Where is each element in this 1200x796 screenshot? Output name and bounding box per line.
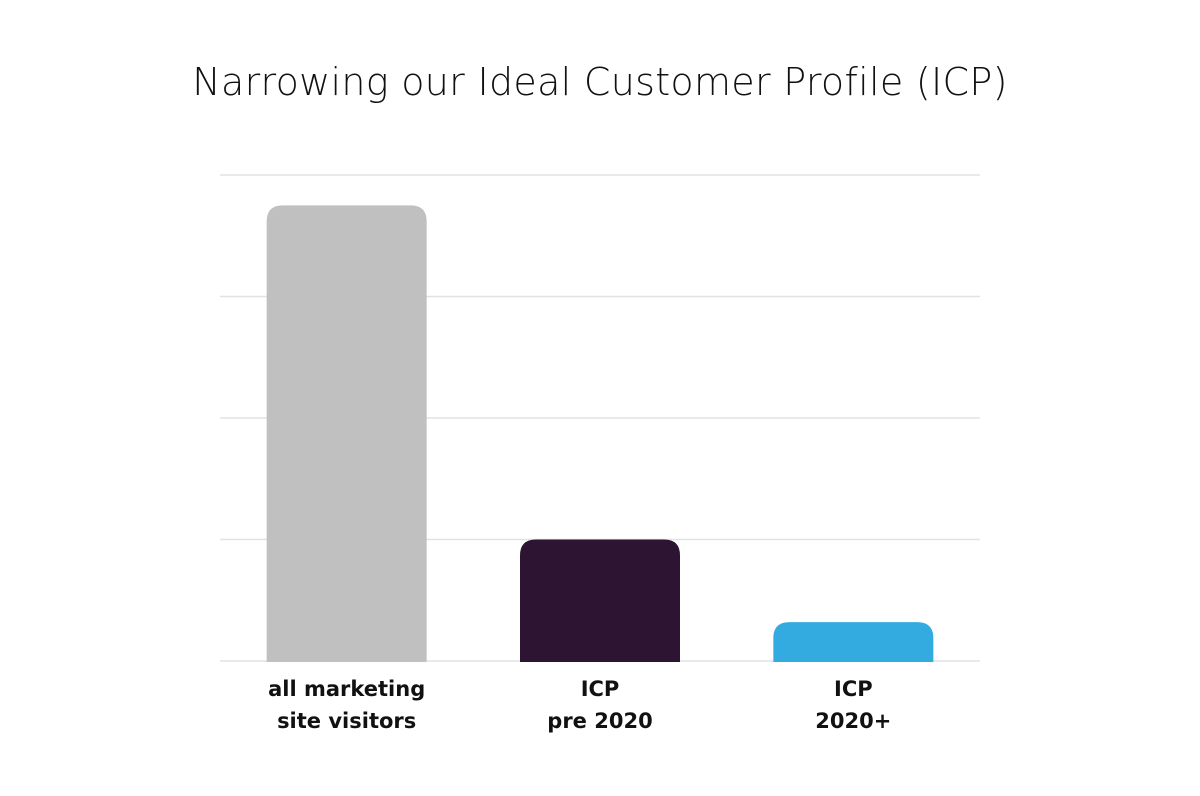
bars [266,205,934,662]
bar [773,622,934,662]
category-label: all marketing [268,677,425,701]
category-label: pre 2020 [547,709,652,733]
bar [266,205,427,662]
category-label: 2020+ [815,709,891,733]
bar [520,539,680,662]
category-label: site visitors [277,709,416,733]
category-label: ICP [581,677,620,701]
chart-title: Narrowing our Ideal Customer Profile (IC… [192,60,1008,104]
category-labels: all marketing site visitors ICP pre 2020 ICP… [268,677,891,733]
category-label: ICP [834,677,873,701]
